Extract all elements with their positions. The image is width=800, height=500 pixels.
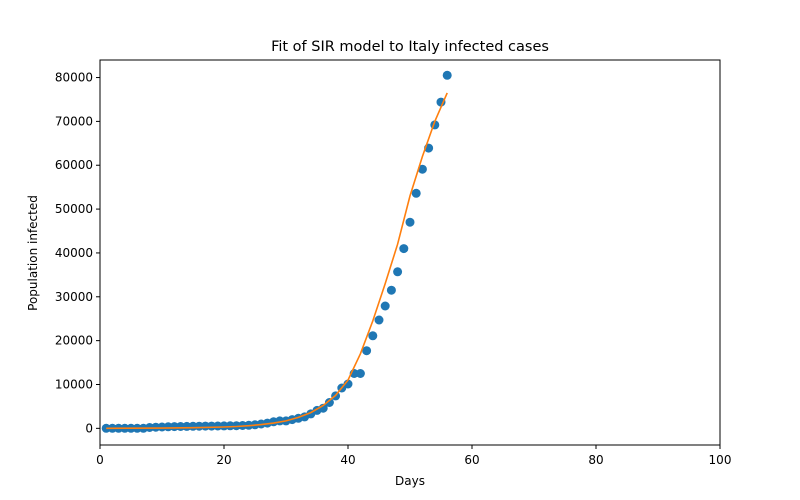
x-tick-label: 80 (588, 453, 603, 467)
y-tick-label: 60000 (55, 158, 93, 172)
y-tick-label: 50000 (55, 202, 93, 216)
plot-area: 0 20 40 60 80 100 0 10000 20000 30000 40000 50000 60… (55, 59, 732, 467)
data-point (405, 217, 415, 227)
y-tick-label: 80000 (55, 71, 93, 85)
x-tick-label: 100 (709, 453, 732, 467)
data-point (417, 164, 427, 174)
data-point (362, 346, 372, 356)
x-tick-label: 40 (340, 453, 355, 467)
y-axis-label: Population infected (26, 195, 40, 311)
data-point (368, 331, 378, 341)
data-point (386, 285, 396, 295)
y-tick-label: 30000 (55, 290, 93, 304)
data-point (393, 267, 403, 277)
x-axis-label: Days (395, 474, 425, 488)
y-tick-label: 0 (85, 421, 93, 435)
y-tick-label: 10000 (55, 377, 93, 391)
y-tick-label: 70000 (55, 114, 93, 128)
x-tick-label: 60 (464, 453, 479, 467)
data-point (411, 188, 421, 198)
data-point (355, 369, 365, 378)
data-point (442, 70, 452, 80)
y-tick-label: 20000 (55, 334, 93, 348)
x-tick-label: 20 (216, 453, 231, 467)
data-point (380, 301, 390, 311)
x-tick-label: 0 (96, 453, 104, 467)
data-point (436, 97, 446, 107)
fit-curve (106, 92, 448, 430)
data-point (200, 421, 210, 431)
data-point (324, 398, 334, 407)
y-tick-label: 40000 (55, 246, 93, 260)
data-point (399, 244, 409, 254)
data-point (374, 315, 384, 325)
chart-title: Fit of SIR model to Italy infected cases (271, 39, 549, 55)
